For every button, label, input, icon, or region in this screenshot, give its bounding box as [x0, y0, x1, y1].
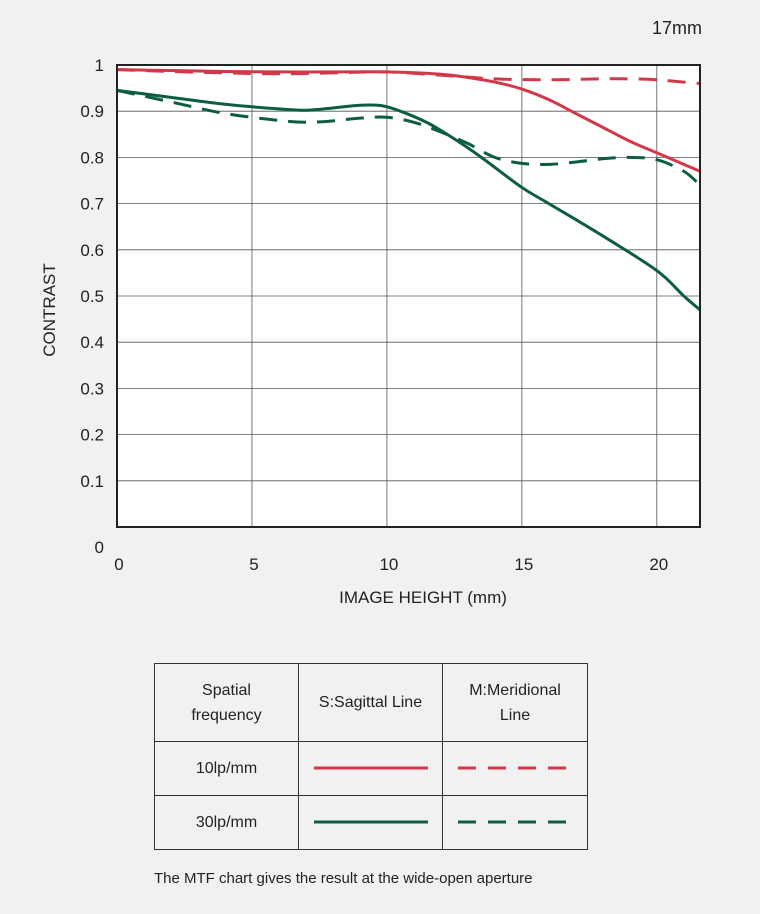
y-tick-label-0: 0: [95, 538, 104, 557]
legend-10lp-meridional-cell: [442, 741, 588, 796]
series-10lp-sagittal: [116, 68, 701, 173]
legend-row-30lp-label: 30lp/mm: [154, 795, 299, 850]
legend-header-meridional-label: M:Meridional Line: [469, 681, 561, 724]
x-tick-label-1: 5: [249, 555, 258, 574]
y-tick-label-8: 0.8: [80, 148, 104, 167]
x-tick-label-3: 15: [514, 555, 533, 574]
legend-header-sagittal-label: S:Sagittal Line: [318, 694, 423, 711]
y-axis-label: CONTRAST: [40, 263, 59, 357]
legend-30lp-meridional-cell: [442, 795, 588, 850]
series-30lp-meridional: [116, 88, 702, 187]
y-tick-label-2: 0.2: [80, 426, 104, 445]
y-tick-label-3: 0.3: [80, 379, 104, 398]
y-tick-label-1: 0.1: [80, 472, 104, 491]
x-tick-label-4: 20: [649, 555, 668, 574]
legend-swatch-10lp-meridional: [458, 766, 572, 770]
legend-row-30lp: 30lp/mm: [154, 795, 588, 850]
legend-10lp-sagittal-cell: [298, 741, 443, 796]
x-axis-label: IMAGE HEIGHT (mm): [339, 588, 507, 607]
mtf-chart: 0 0.1 0.2 0.3 0.4 0.5 0.6 0.7 0.8 0.9 1 0 5 10 15 20 1…: [40, 18, 702, 607]
legend-header-frequency: Spatial frequency: [154, 663, 299, 742]
legend-header-row: Spatial frequency S:Sagittal Line M:Meri…: [154, 663, 588, 742]
y-tick-label-4: 0.4: [80, 333, 104, 352]
series-10lp-meridional: [116, 68, 701, 85]
y-tick-label-5: 0.5: [80, 287, 104, 306]
legend-row-10lp: 10lp/mm: [154, 741, 588, 796]
chart-title: 17mm: [652, 18, 702, 38]
legend-swatch-30lp-meridional: [458, 820, 572, 824]
legend-swatch-30lp-sagittal: [313, 820, 428, 824]
y-tick-label-6: 0.6: [80, 241, 104, 260]
plot-border: [116, 64, 701, 528]
x-tick-label-2: 10: [379, 555, 398, 574]
legend-header-meridional: M:Meridional Line: [442, 663, 588, 742]
y-tick-label-7: 0.7: [80, 195, 104, 214]
legend-header-sagittal: S:Sagittal Line: [298, 663, 443, 742]
y-tick-label-9: 0.9: [80, 102, 104, 121]
legend-header-frequency-label: Spatial frequency: [191, 681, 262, 724]
y-tick-label-10: 1: [95, 56, 104, 75]
footnote: The MTF chart gives the result at the wi…: [154, 870, 533, 887]
series-lines: [116, 68, 702, 312]
legend-swatch-10lp-sagittal: [313, 766, 428, 770]
x-tick-label-0: 0: [114, 555, 123, 574]
x-tick-labels: 0 5 10 15 20: [114, 555, 668, 574]
legend-table: Spatial frequency S:Sagittal Line M:Meri…: [154, 663, 588, 850]
y-tick-labels: 0 0.1 0.2 0.3 0.4 0.5 0.6 0.7 0.8 0.9 1: [80, 56, 104, 557]
legend-row-10lp-label: 10lp/mm: [154, 741, 299, 796]
series-30lp-sagittal: [116, 88, 701, 312]
legend-30lp-sagittal-cell: [298, 795, 443, 850]
